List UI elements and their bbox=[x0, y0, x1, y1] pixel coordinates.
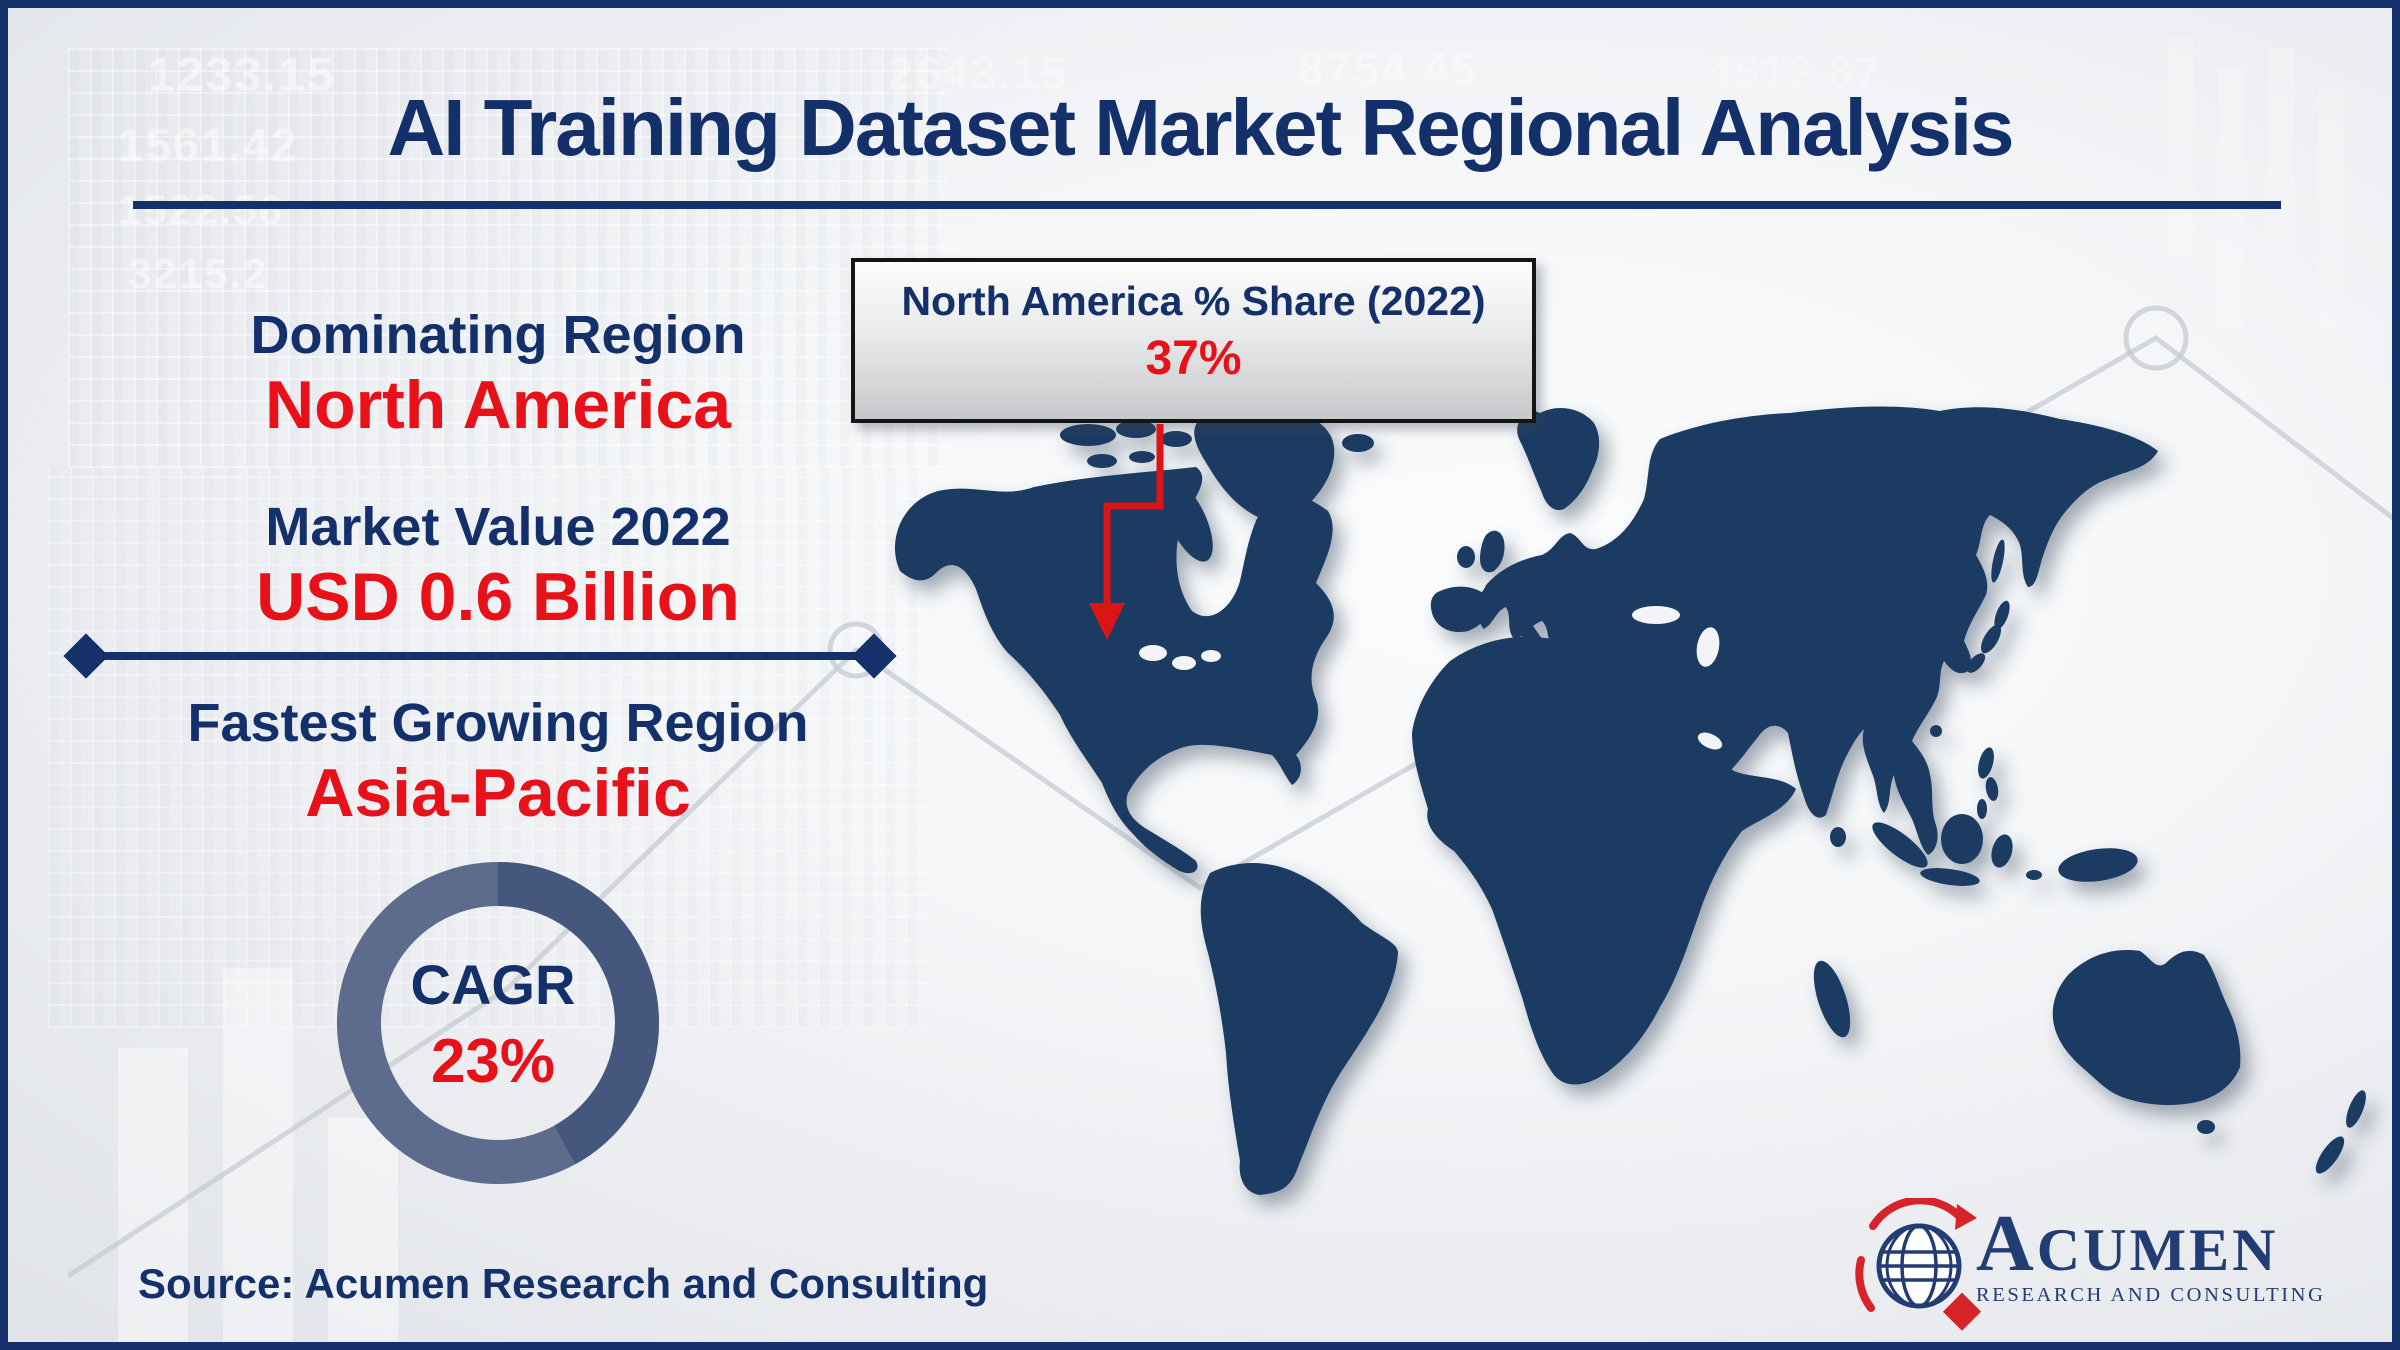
bar-watermark bbox=[328, 1118, 398, 1342]
map-uk bbox=[1480, 530, 1505, 573]
stat-dominating-region: Dominating Region North America bbox=[8, 304, 988, 444]
map-java bbox=[1920, 868, 1980, 886]
map-sakhalin bbox=[1991, 539, 2005, 583]
ticker-watermark: 1561.42 bbox=[118, 119, 299, 171]
map-borneo bbox=[1941, 814, 1983, 864]
map-iberia bbox=[1430, 586, 1490, 633]
map-new-zealand bbox=[2346, 1090, 2366, 1128]
map-africa bbox=[1412, 636, 1796, 1085]
grid-watermark-top bbox=[68, 48, 948, 468]
cagr-donut-chart bbox=[337, 862, 659, 1184]
logo-swoosh-left bbox=[1855, 1256, 1875, 1312]
callout-title: North America % Share (2022) bbox=[901, 278, 1486, 324]
map-greenland bbox=[1194, 403, 1335, 520]
stat-market-value: Market Value 2022 USD 0.6 Billion bbox=[8, 496, 988, 636]
map-new-guinea bbox=[2058, 848, 2138, 882]
bar-watermark bbox=[118, 1048, 188, 1342]
stat-value: North America bbox=[264, 367, 732, 443]
ticker-watermark: 3215.2 bbox=[128, 250, 269, 297]
map-persian-gulf bbox=[1697, 732, 1723, 750]
acumen-logo-globe bbox=[1855, 1198, 1982, 1331]
page-title: AI Training Dataset Market Regional Anal… bbox=[387, 83, 2014, 172]
ticker-watermark: 1522.56 bbox=[118, 186, 284, 233]
map-north-america bbox=[894, 467, 1334, 874]
source-text: Source: Acumen Research and Consulting bbox=[138, 1260, 989, 1307]
donut-ring-segment bbox=[337, 862, 659, 1184]
diamond-right bbox=[851, 633, 897, 679]
stat-value: USD 0.6 Billion bbox=[256, 559, 740, 635]
map-south-america bbox=[1200, 863, 1398, 1195]
map-madagascar bbox=[1813, 960, 1851, 1038]
map-philippines bbox=[1978, 747, 1994, 779]
map-japan bbox=[1994, 600, 2010, 630]
logo-swoosh-top bbox=[1869, 1198, 1963, 1230]
ticker-watermark: 4512.87 bbox=[1708, 48, 1882, 97]
map-sulawesi bbox=[1991, 834, 2013, 868]
stat-fastest-growing: Fastest Growing Region Asia-Pacific bbox=[8, 692, 988, 832]
bar-watermark bbox=[2268, 48, 2294, 248]
ticker-watermark: 8754.45 bbox=[1298, 43, 1479, 95]
map-caspian-sea bbox=[1696, 627, 1720, 667]
stat-value: Asia-Pacific bbox=[305, 755, 691, 831]
callout-pointer-arrow bbox=[1089, 424, 1164, 640]
map-black-sea bbox=[1632, 606, 1680, 624]
divider-arrow bbox=[63, 633, 897, 679]
donut-label: CAGR bbox=[410, 953, 576, 1016]
map-sumatra bbox=[1872, 822, 1928, 868]
bar-watermark bbox=[223, 968, 293, 1342]
title-underline bbox=[133, 201, 2281, 209]
arrowhead bbox=[1089, 603, 1125, 640]
bar-watermark bbox=[2318, 88, 2344, 328]
ticker-watermark: 1233.15 bbox=[148, 49, 336, 102]
callout-value: 37% bbox=[1145, 332, 1242, 385]
callout-box: North America % Share (2022) 37% bbox=[851, 258, 1536, 423]
map-tasmania bbox=[2197, 1120, 2215, 1134]
bar-watermark bbox=[2168, 38, 2194, 258]
stat-label: Market Value 2022 bbox=[265, 497, 731, 557]
logo-diamond bbox=[1942, 1292, 1982, 1331]
grid-watermark-left bbox=[48, 468, 928, 1028]
stat-label: Dominating Region bbox=[250, 305, 746, 365]
map-australia bbox=[2052, 950, 2241, 1105]
stat-label: Fastest Growing Region bbox=[187, 693, 809, 753]
map-sri-lanka bbox=[1830, 827, 1846, 847]
bar-watermark bbox=[2218, 68, 2244, 328]
diamond-left bbox=[63, 633, 109, 679]
logo-brand: ACUMEN bbox=[1976, 1200, 2279, 1288]
donut-value: 23% bbox=[430, 1027, 556, 1096]
acumen-logo-text: ACUMEN RESEARCH AND CONSULTING bbox=[1976, 1200, 2392, 1307]
world-map bbox=[894, 403, 2366, 1195]
map-scandinavia bbox=[1517, 408, 1600, 511]
ticker-watermark: 2643.15 bbox=[888, 47, 1069, 99]
logo-tagline: RESEARCH AND CONSULTING bbox=[1976, 1284, 2326, 1306]
